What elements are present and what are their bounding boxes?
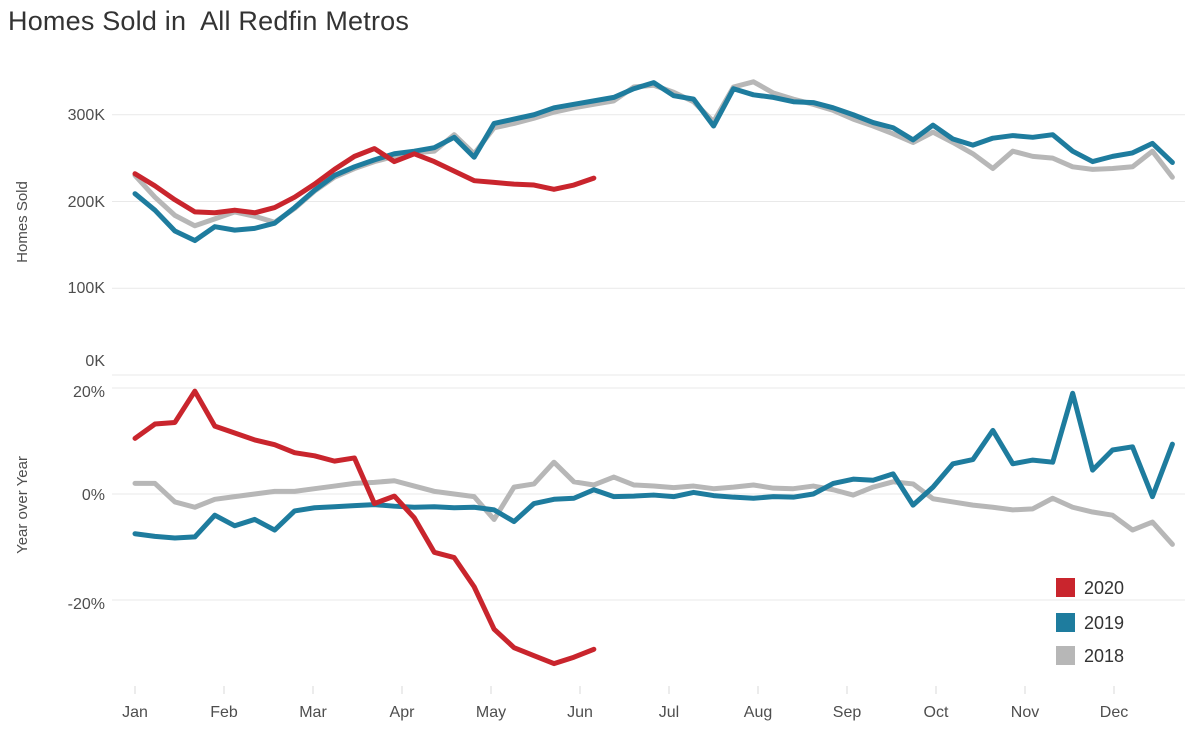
legend-item-2019[interactable]: 2019 bbox=[1056, 613, 1124, 633]
xtick-feb: Feb bbox=[210, 704, 238, 721]
ytick-neg20pct: -20% bbox=[68, 596, 105, 613]
xtick-nov: Nov bbox=[1011, 704, 1039, 721]
legend-label-2019: 2019 bbox=[1084, 613, 1124, 633]
series-line-2020-top[interactable] bbox=[132, 146, 597, 216]
legend-swatch-2019 bbox=[1056, 613, 1075, 632]
xtick-may: May bbox=[476, 704, 506, 721]
series-line-2019-top[interactable] bbox=[132, 80, 1175, 244]
gridlines bbox=[112, 114, 1185, 694]
xtick-aug: Aug bbox=[744, 704, 772, 721]
ytick-100k: 100K bbox=[68, 280, 106, 297]
series-line-2018-bottom[interactable] bbox=[132, 459, 1175, 547]
ytick-0pct: 0% bbox=[82, 487, 105, 504]
y-axis-title-homes-sold: Homes Sold bbox=[14, 181, 31, 263]
ytick-20pct: 20% bbox=[73, 384, 105, 401]
xtick-jul: Jul bbox=[659, 704, 679, 721]
series-line-2019-bottom[interactable] bbox=[132, 390, 1175, 541]
xtick-jan: Jan bbox=[122, 704, 148, 721]
ytick-200k: 200K bbox=[68, 194, 106, 211]
ytick-300k: 300K bbox=[68, 107, 106, 124]
xtick-dec: Dec bbox=[1100, 704, 1128, 721]
page-title: Homes Sold in All Redfin Metros bbox=[8, 6, 410, 36]
legend-swatch-2018 bbox=[1056, 646, 1075, 665]
y-axis-title-year-over-year: Year over Year bbox=[14, 456, 31, 554]
legend-item-2018[interactable]: 2018 bbox=[1056, 646, 1124, 666]
xtick-mar: Mar bbox=[299, 704, 327, 721]
xtick-jun: Jun bbox=[567, 704, 593, 721]
legend-item-2020[interactable]: 2020 bbox=[1056, 578, 1124, 598]
series-line-2020-bottom[interactable] bbox=[132, 388, 597, 667]
legend-swatch-2020 bbox=[1056, 578, 1075, 597]
xtick-apr: Apr bbox=[390, 704, 416, 721]
xtick-oct: Oct bbox=[924, 704, 949, 721]
ytick-0k: 0K bbox=[85, 353, 105, 370]
xtick-sep: Sep bbox=[833, 704, 862, 721]
series-lines[interactable] bbox=[132, 79, 1175, 667]
legend-label-2020: 2020 bbox=[1084, 578, 1124, 598]
series-line-2018-top[interactable] bbox=[132, 79, 1175, 229]
legend-label-2018: 2018 bbox=[1084, 646, 1124, 666]
legend: 2020 2019 2018 bbox=[1056, 578, 1124, 666]
